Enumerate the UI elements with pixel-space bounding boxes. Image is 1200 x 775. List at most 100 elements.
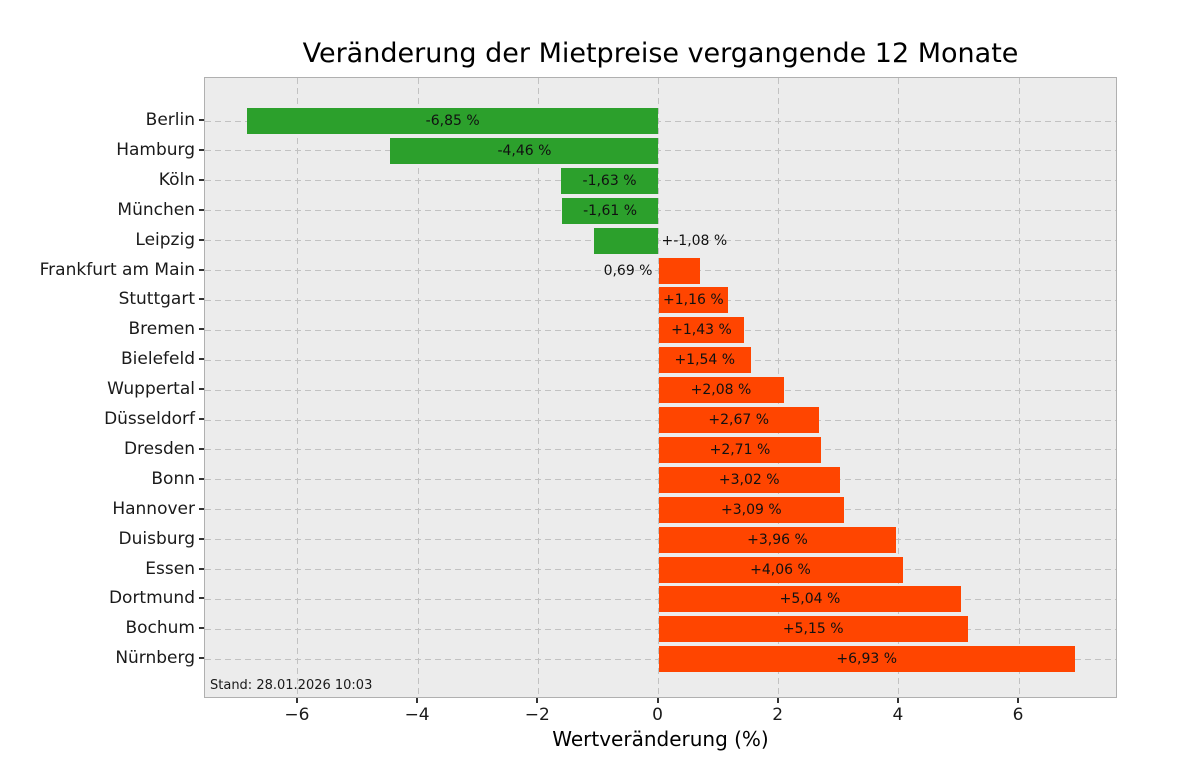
bar-value-label: +5,04 %: [779, 591, 841, 608]
bar-value-label: +-1,08 %: [661, 232, 728, 249]
y-tick-label-wuppertal: Wuppertal: [107, 379, 195, 400]
gridline-horizontal: [205, 210, 1116, 212]
y-tick-mark: [199, 238, 204, 241]
x-tick-mark: [295, 698, 298, 703]
gridline-vertical: [1018, 78, 1020, 697]
bar-value-label: +6,93 %: [836, 651, 898, 668]
y-tick-mark: [199, 447, 204, 450]
bar-value-label: +3,09 %: [721, 501, 782, 518]
y-tick-mark: [199, 208, 204, 211]
x-tick-mark: [416, 698, 419, 703]
bar-bielefeld: [658, 347, 752, 374]
chart-title: Veränderung der Mietpreise vergangende 1…: [302, 38, 1019, 69]
gridline-horizontal: [205, 120, 1116, 122]
bar-essen: [658, 556, 903, 583]
bar-duisburg: [658, 526, 897, 553]
bar-k-ln: [560, 167, 659, 194]
y-tick-mark: [199, 597, 204, 600]
x-tick-mark: [776, 698, 779, 703]
y-tick-label-hannover: Hannover: [112, 498, 195, 519]
y-tick-mark: [199, 537, 204, 540]
bar-frankfurt-am-main: [658, 257, 700, 284]
y-tick-mark: [199, 358, 204, 361]
x-tick-label: 2: [772, 705, 784, 725]
y-tick-mark: [199, 627, 204, 630]
bar-value-label: +2,71 %: [709, 441, 771, 458]
x-tick-label: −6: [284, 705, 310, 725]
bar-value-label: +2,67 %: [708, 412, 770, 428]
bar-value-label: +3,02 %: [718, 471, 780, 488]
y-tick-mark: [199, 507, 204, 510]
y-tick-label-leipzig: Leipzig: [135, 229, 195, 250]
gridline-vertical: [898, 78, 900, 697]
y-tick-label-dresden: Dresden: [123, 438, 195, 459]
bar-value-label: -6,85 %: [425, 113, 480, 129]
x-axis-label: Wertveränderung (%): [552, 727, 769, 751]
bar-hannover: [658, 496, 845, 523]
bar-value-label: -4,46 %: [497, 142, 552, 159]
plot-area: Stand: 28.01.2026 10:03 -6,85 % -4,46 % -1…: [204, 77, 1117, 698]
y-tick-label-n-rnberg: Nürnberg: [115, 648, 195, 669]
y-tick-label-dortmund: Dortmund: [108, 588, 195, 609]
y-tick-label-d-sseldorf: Düsseldorf: [104, 409, 195, 429]
bar-value-label: +4,06 %: [750, 561, 811, 578]
gridline-vertical: [417, 78, 419, 697]
bar-leipzig: [593, 227, 659, 254]
bar-value-label: -1,61 %: [583, 202, 638, 219]
x-tick-label: −4: [404, 705, 430, 725]
timestamp-annotation: Stand: 28.01.2026 10:03: [210, 678, 373, 693]
x-tick-mark: [656, 698, 659, 703]
bar-value-label: +2,08 %: [690, 382, 752, 399]
y-tick-mark: [199, 268, 204, 271]
y-tick-mark: [199, 178, 204, 181]
y-tick-label-berlin: Berlin: [145, 110, 195, 130]
y-tick-label-bielefeld: Bielefeld: [121, 349, 195, 370]
y-tick-label-essen: Essen: [145, 558, 195, 579]
y-tick-mark: [199, 328, 204, 331]
bar-value-label: +5,15 %: [782, 621, 844, 638]
gridline-horizontal: [205, 240, 1116, 242]
x-tick-label: 0: [652, 705, 663, 725]
x-tick-mark: [536, 698, 539, 703]
bar-d-sseldorf: [658, 407, 819, 433]
x-tick-label: 6: [1012, 705, 1024, 725]
bar-hamburg: [390, 137, 659, 164]
gridline-vertical: [537, 78, 539, 697]
bar-stuttgart: [658, 287, 729, 314]
bar-bochum: [658, 616, 968, 643]
y-tick-label-k-ln: Köln: [158, 169, 195, 190]
y-tick-mark: [199, 298, 204, 301]
x-tick-label: −2: [524, 705, 550, 725]
bar-value-label: +1,16 %: [663, 292, 724, 309]
x-tick-mark: [1017, 698, 1020, 703]
y-tick-label-bochum: Bochum: [125, 618, 195, 639]
bar-value-label: +1,54 %: [674, 352, 736, 369]
bar-bonn: [658, 466, 840, 493]
y-tick-mark: [199, 418, 204, 420]
y-tick-label-frankfurt-am-main: Frankfurt am Main: [39, 259, 195, 280]
bar-n-rnberg: [658, 646, 1075, 673]
gridline-vertical: [297, 78, 299, 697]
y-tick-mark: [199, 567, 204, 570]
bar-bremen: [658, 317, 745, 344]
bar-dresden: [658, 436, 822, 463]
bar-wuppertal: [658, 377, 784, 404]
x-tick-label: 4: [892, 705, 904, 725]
y-tick-mark: [199, 388, 204, 391]
y-tick-mark: [199, 119, 204, 121]
bar-value-label: 0,69 %: [603, 262, 653, 279]
bar-m-nchen: [561, 197, 659, 224]
y-tick-label-stuttgart: Stuttgart: [118, 289, 195, 310]
gridline-horizontal: [205, 150, 1116, 152]
x-tick-mark: [896, 698, 899, 703]
y-tick-label-bremen: Bremen: [128, 319, 195, 340]
bar-dortmund: [658, 586, 962, 613]
y-tick-label-bonn: Bonn: [151, 468, 195, 489]
y-tick-mark: [199, 477, 204, 480]
y-tick-label-duisburg: Duisburg: [118, 528, 196, 549]
y-tick-mark: [199, 148, 204, 151]
bar-value-label: +3,96 %: [747, 531, 808, 548]
y-tick-mark: [199, 657, 204, 660]
bar-value-label: -1,63 %: [582, 172, 637, 189]
